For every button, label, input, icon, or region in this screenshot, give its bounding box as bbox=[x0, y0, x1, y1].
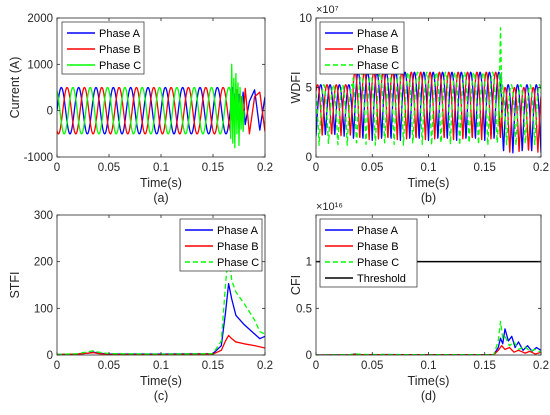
x-tick-label: 0.1 bbox=[153, 360, 169, 372]
legend-label: Phase A bbox=[357, 225, 399, 237]
y-exponent-label: ×10⁷ bbox=[316, 4, 339, 16]
x-tick-label: 0.2 bbox=[257, 360, 273, 372]
series-phase-b bbox=[57, 86, 265, 135]
legend: Phase A Phase B Phase C bbox=[179, 218, 263, 272]
subplot-d: 0 0.05 0.1 0.15 0.2 0 0.5 1 ×10¹⁶ Time(s) CFI (d) Ph… bbox=[289, 201, 549, 403]
x-axis-label: Time(s) bbox=[408, 176, 450, 190]
x-tick-label: 0.15 bbox=[202, 360, 224, 372]
x-tick-label: 0.1 bbox=[153, 162, 169, 174]
series-phase-c bbox=[316, 320, 541, 355]
x-tick-label: 0 bbox=[313, 360, 319, 372]
y-tick-label: 10 bbox=[299, 13, 312, 25]
subplot-c: 0 0.05 0.1 0.15 0.2 0 100 200 300 Time(s) STFI (c) P… bbox=[8, 210, 273, 403]
series-phase-c bbox=[57, 249, 265, 355]
legend-label: Phase A bbox=[217, 225, 259, 237]
y-exponent-label: ×10¹⁶ bbox=[316, 201, 343, 213]
subplot-caption: (c) bbox=[154, 389, 169, 403]
x-tick-label: 0.05 bbox=[361, 360, 383, 372]
subplot-caption: (d) bbox=[421, 389, 436, 403]
y-tick-label: 200 bbox=[34, 257, 53, 269]
legend: Phase A Phase B Phase C Threshold bbox=[319, 218, 418, 288]
subplot-b: 0 0.05 0.1 0.15 0.2 0 5 10 ×10⁷ Time(s) WDFI (b) Pha… bbox=[289, 4, 549, 205]
y-tick-label: 0 bbox=[47, 350, 53, 362]
x-tick-label: 0 bbox=[313, 162, 319, 174]
y-axis-label: Current (A) bbox=[8, 57, 22, 119]
x-axis-label: Time(s) bbox=[140, 176, 182, 190]
series-group bbox=[57, 63, 265, 149]
y-tick-label: -1000 bbox=[24, 152, 53, 164]
series-phase-c bbox=[316, 27, 541, 146]
y-tick-label: 2000 bbox=[27, 13, 53, 25]
x-tick-label: 0.2 bbox=[257, 162, 273, 174]
legend-label: Phase B bbox=[217, 241, 259, 253]
x-tick-label: 0.2 bbox=[533, 360, 549, 372]
x-tick-label: 0.1 bbox=[421, 360, 437, 372]
y-axis-label: WDFI bbox=[289, 72, 303, 104]
legend-label: Phase B bbox=[99, 44, 141, 56]
legend-label: Phase C bbox=[357, 257, 399, 269]
series-group bbox=[316, 27, 541, 154]
series-phase-b bbox=[57, 334, 265, 355]
legend: Phase A Phase B Phase C bbox=[319, 21, 405, 75]
x-tick-label: 0.2 bbox=[533, 162, 549, 174]
x-tick-label: 0.15 bbox=[202, 162, 224, 174]
x-tick-label: 0 bbox=[54, 162, 60, 174]
legend-label: Phase A bbox=[99, 28, 141, 40]
y-tick-label: 0 bbox=[47, 106, 53, 118]
legend-label: Phase B bbox=[357, 241, 399, 253]
y-tick-label: 0 bbox=[306, 152, 312, 164]
subplot-caption: (b) bbox=[421, 191, 436, 205]
y-tick-label: 1000 bbox=[27, 59, 53, 71]
legend-label: Phase C bbox=[217, 257, 259, 269]
y-tick-label: 300 bbox=[34, 210, 53, 222]
x-tick-label: 0.05 bbox=[361, 162, 383, 174]
legend-label: Phase C bbox=[357, 60, 399, 72]
y-axis-label: CFI bbox=[289, 275, 303, 295]
legend-label: Phase B bbox=[357, 44, 399, 56]
y-axis-label: STFI bbox=[8, 271, 22, 298]
y-tick-label: 1 bbox=[306, 257, 312, 269]
y-tick-label: 100 bbox=[34, 303, 53, 315]
y-tick-label: 0.5 bbox=[296, 303, 312, 315]
x-axis-label: Time(s) bbox=[408, 374, 450, 388]
y-tick-label: 0 bbox=[306, 350, 312, 362]
x-axis-label: Time(s) bbox=[140, 374, 182, 388]
legend: Phase A Phase B Phase C bbox=[61, 21, 145, 75]
x-tick-label: 0.05 bbox=[98, 162, 120, 174]
series-group bbox=[57, 249, 265, 355]
x-tick-label: 0.05 bbox=[98, 360, 120, 372]
series-phase-a bbox=[316, 71, 541, 154]
x-tick-label: 0.15 bbox=[474, 360, 496, 372]
subplot-caption: (a) bbox=[153, 191, 168, 205]
legend-label: Phase A bbox=[357, 28, 399, 40]
x-tick-label: 0.15 bbox=[474, 162, 496, 174]
x-tick-label: 0.1 bbox=[421, 162, 437, 174]
series-phase-c bbox=[57, 63, 245, 149]
x-tick-label: 0 bbox=[54, 360, 60, 372]
subplot-a: 0 0.05 0.1 0.15 0.2-1000010002000Time(s)Curr… bbox=[8, 13, 273, 205]
legend-label: Threshold bbox=[357, 273, 406, 285]
y-tick-label: 5 bbox=[306, 83, 312, 95]
legend-label: Phase C bbox=[99, 60, 141, 72]
